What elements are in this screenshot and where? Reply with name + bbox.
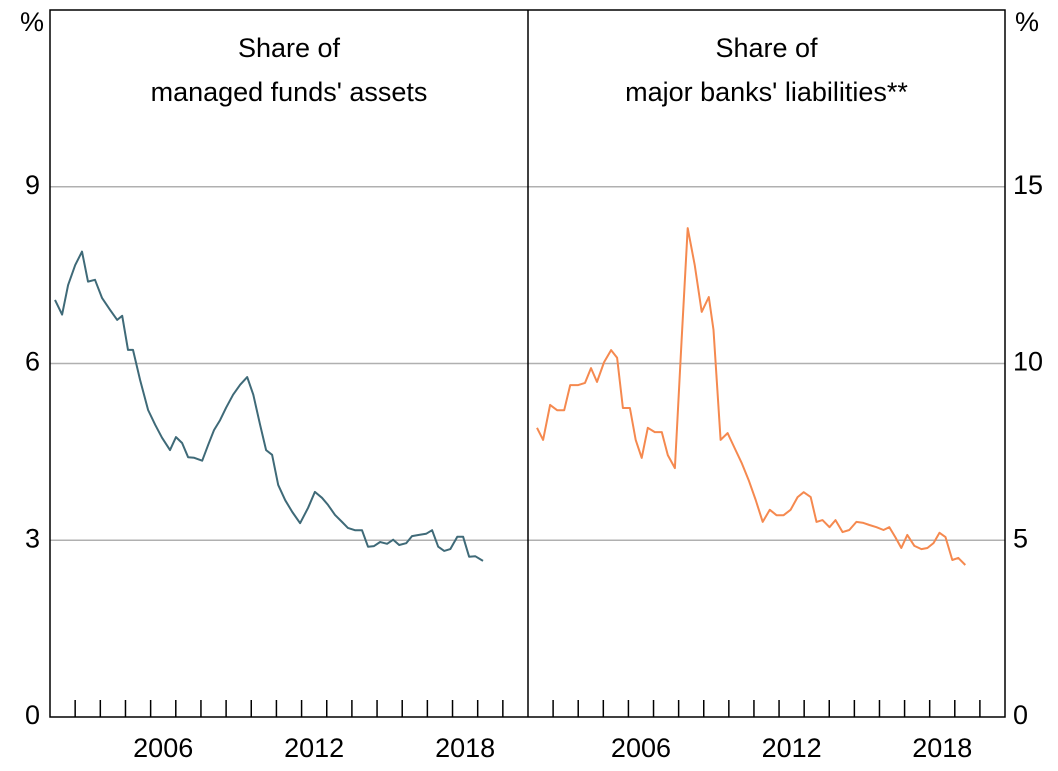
panel-title: managed funds' assets bbox=[151, 77, 428, 107]
data-line bbox=[54, 250, 484, 562]
x-tick-label: 2018 bbox=[912, 733, 972, 763]
y-tick-label: 0 bbox=[25, 700, 40, 730]
y-tick-label: 3 bbox=[25, 523, 40, 553]
x-tick-label: 2018 bbox=[435, 733, 495, 763]
y-axis-unit: % bbox=[1015, 7, 1039, 37]
panel-title: Share of bbox=[238, 33, 341, 63]
panel-title: major banks' liabilities** bbox=[625, 77, 908, 107]
y-tick-label: 10 bbox=[1013, 347, 1043, 377]
x-tick-label: 2012 bbox=[284, 733, 344, 763]
x-tick-label: 2006 bbox=[133, 733, 193, 763]
panel-title: Share of bbox=[715, 33, 818, 63]
y-axis-unit: % bbox=[20, 7, 44, 37]
x-tick-label: 2006 bbox=[611, 733, 671, 763]
y-tick-label: 6 bbox=[25, 347, 40, 377]
x-tick-label: 2012 bbox=[762, 733, 822, 763]
y-tick-label: 0 bbox=[1013, 700, 1028, 730]
data-line bbox=[536, 227, 967, 566]
y-tick-label: 15 bbox=[1013, 170, 1043, 200]
y-tick-label: 5 bbox=[1013, 523, 1028, 553]
y-tick-label: 9 bbox=[25, 170, 40, 200]
